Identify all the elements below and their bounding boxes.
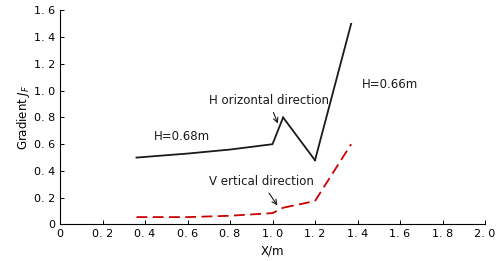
Text: H=0.68m: H=0.68m xyxy=(154,130,210,143)
Text: H=0.66m: H=0.66m xyxy=(362,78,418,91)
X-axis label: X/m: X/m xyxy=(261,245,284,258)
Y-axis label: Gradient $J_F$: Gradient $J_F$ xyxy=(16,85,32,150)
Text: H orizontal direction: H orizontal direction xyxy=(209,94,329,122)
Text: V ertical direction: V ertical direction xyxy=(209,175,314,204)
